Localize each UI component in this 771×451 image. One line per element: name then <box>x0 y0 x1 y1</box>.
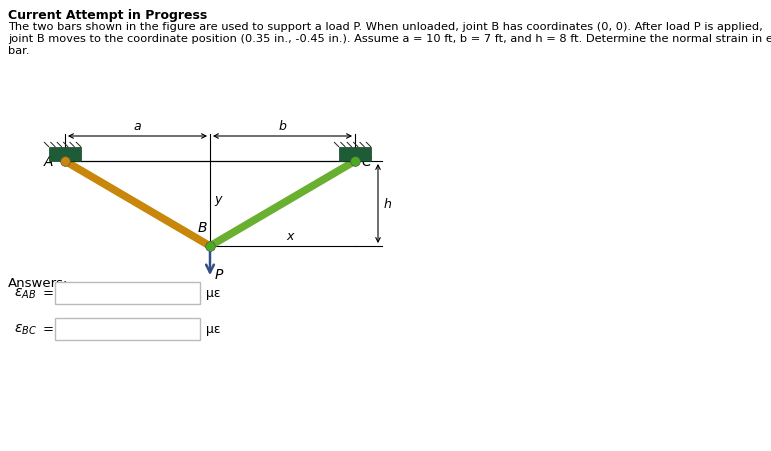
Bar <box>339 147 371 161</box>
Bar <box>49 147 81 161</box>
Text: $\varepsilon_{BC}$: $\varepsilon_{BC}$ <box>14 322 37 336</box>
FancyBboxPatch shape <box>55 318 200 340</box>
Text: b: b <box>278 120 287 133</box>
FancyBboxPatch shape <box>55 282 200 304</box>
Text: Answers:: Answers: <box>8 276 69 290</box>
Text: με: με <box>206 287 221 300</box>
Text: C: C <box>361 155 371 169</box>
Text: x: x <box>287 230 295 243</box>
Text: y: y <box>214 193 221 206</box>
Text: joint B moves to the coordinate position (0.35 in., -0.45 in.). Assume a = 10 ft: joint B moves to the coordinate position… <box>8 34 771 44</box>
Text: B: B <box>197 221 207 235</box>
Text: a: a <box>133 120 141 133</box>
Text: Current Attempt in Progress: Current Attempt in Progress <box>8 9 207 22</box>
Text: 3608.10: 3608.10 <box>60 287 112 300</box>
Text: =: = <box>43 323 54 336</box>
Text: με: με <box>206 323 221 336</box>
Text: P: P <box>215 267 224 281</box>
Text: 8577.01: 8577.01 <box>60 323 112 336</box>
Text: The two bars shown in the figure are used to support a load P. When unloaded, jo: The two bars shown in the figure are use… <box>8 22 763 32</box>
Text: bar.: bar. <box>8 46 29 56</box>
Text: $\varepsilon_{AB}$: $\varepsilon_{AB}$ <box>14 286 36 300</box>
Text: =: = <box>43 287 54 300</box>
Text: A: A <box>43 155 53 169</box>
Text: h: h <box>384 198 392 211</box>
